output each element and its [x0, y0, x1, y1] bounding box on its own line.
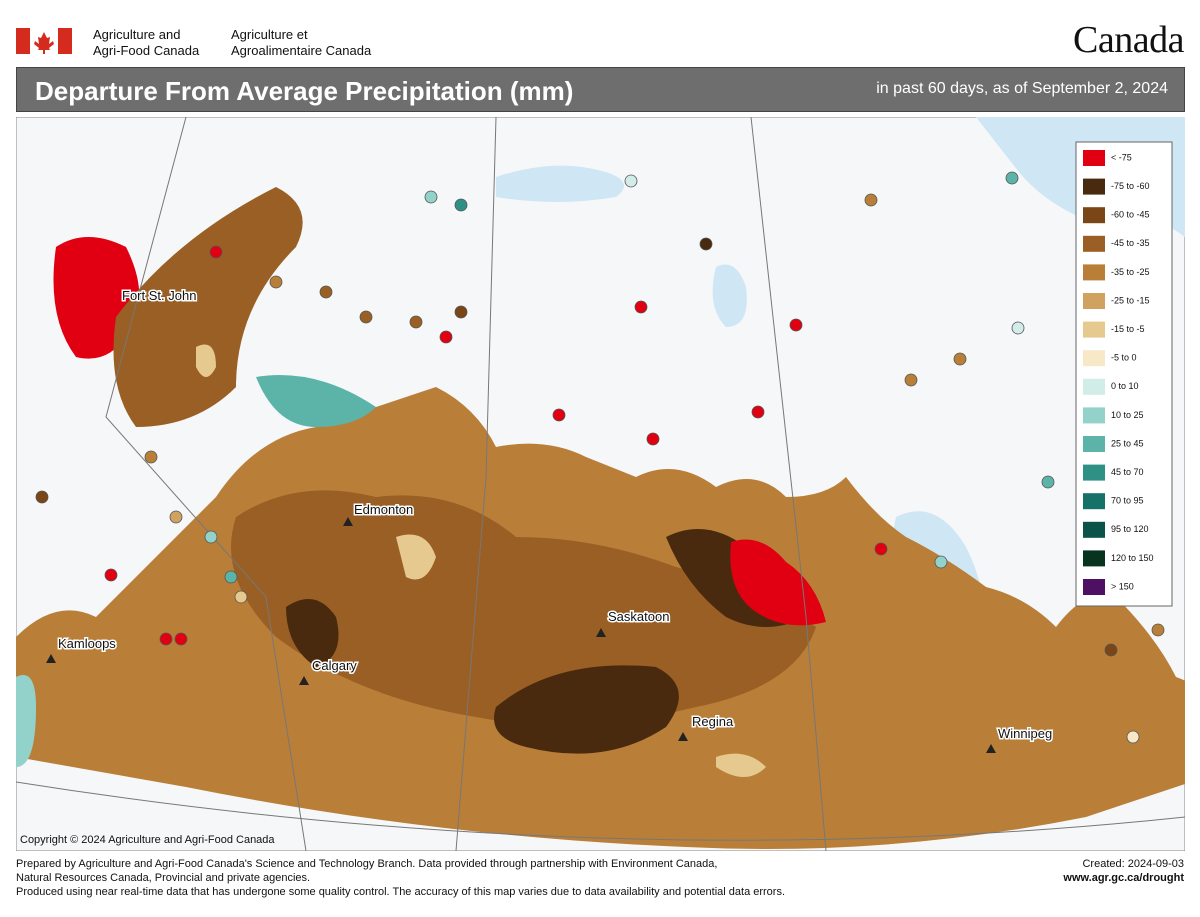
map-subtitle: in past 60 days, as of September 2, 2024: [876, 80, 1168, 97]
legend-swatch: [1083, 150, 1105, 166]
legend-label: -5 to 0: [1111, 353, 1137, 363]
department-fr-line: Agroalimentaire Canada: [231, 43, 372, 58]
footer-notes: Prepared by Agriculture and Agri-Food Ca…: [16, 857, 785, 899]
legend-label: 70 to 95: [1111, 496, 1144, 506]
us-border: [16, 781, 1185, 841]
copyright: Copyright © 2024 Agriculture and Agri-Fo…: [20, 834, 275, 846]
legend-swatch: [1083, 464, 1105, 481]
legend-swatch: [1083, 436, 1105, 452]
legend-label: < -75: [1111, 152, 1132, 162]
legend-label: -75 to -60: [1111, 181, 1150, 191]
city-markers: [46, 517, 996, 753]
department-en-line: Agri-Food Canada: [93, 43, 200, 58]
created-date: Created: 2024-09-03: [1082, 858, 1184, 870]
legend-label: -25 to -15: [1111, 295, 1150, 305]
map: Fort St. John Edmonton Saskatoon Kamloop…: [16, 117, 1185, 851]
legend-swatch: [1083, 550, 1105, 567]
legend-swatch: [1083, 178, 1105, 195]
precip-area: [16, 675, 36, 767]
legend-label: 25 to 45: [1111, 438, 1144, 448]
legend-label: 10 to 25: [1111, 410, 1144, 420]
province-border: [105, 117, 827, 851]
footer-line: Prepared by Agriculture and Agri-Food Ca…: [16, 858, 718, 870]
department-en-line: Agriculture and: [93, 27, 181, 42]
legend-swatch: [1083, 407, 1105, 424]
legend-label: -35 to -25: [1111, 267, 1150, 277]
footer-line: Natural Resources Canada, Provincial and…: [16, 872, 311, 884]
city-label: Fort St. John: [122, 288, 196, 303]
legend-swatch: [1083, 493, 1105, 510]
precip-area: [494, 665, 679, 754]
precip-area: [231, 490, 816, 725]
map-title: Departure From Average Precipitation (mm…: [35, 76, 574, 106]
legend-swatch: [1083, 207, 1105, 224]
city-label: Saskatoon: [608, 609, 669, 624]
title-bar: Departure From Average Precipitation (mm…: [16, 67, 1185, 112]
legend-swatch: [1083, 378, 1105, 395]
lake: [712, 264, 747, 327]
legend-swatch: [1083, 264, 1105, 281]
precip-area: [256, 375, 376, 427]
precip-area: [113, 187, 303, 427]
city-label: Winnipeg: [998, 726, 1052, 741]
legend-label: 95 to 120: [1111, 524, 1149, 534]
department-fr-line: Agriculture et: [231, 27, 308, 42]
legend-label: 120 to 150: [1111, 553, 1154, 563]
legend-label: > 150: [1111, 581, 1134, 591]
legend-swatch: [1083, 521, 1105, 538]
legend-label: -15 to -5: [1111, 324, 1145, 334]
source-url: www.agr.gc.ca/drought: [1063, 872, 1184, 884]
city-label: Regina: [692, 714, 734, 729]
canada-wordmark: Canada: [1073, 19, 1184, 61]
precip-area: [730, 539, 826, 626]
legend-label: -45 to -35: [1111, 238, 1150, 248]
department-en: Agriculture and Agri-Food Canada: [93, 27, 199, 59]
lake: [496, 165, 624, 202]
legend-swatch: [1083, 350, 1105, 367]
legend-label: 45 to 70: [1111, 467, 1144, 477]
city-label: Edmonton: [354, 502, 413, 517]
legend-label: 0 to 10: [1111, 381, 1139, 391]
legend-swatch: [1083, 579, 1105, 595]
legend-swatch: [1083, 293, 1105, 309]
legend-swatch: [1083, 321, 1105, 338]
stations: [35, 171, 1165, 744]
legend: < -75 -75 to -60 -60 to -45 -45 to -35 -35 t…: [1075, 141, 1173, 607]
legend-label: -60 to -45: [1111, 210, 1150, 220]
precip-area: [286, 599, 339, 667]
legend-swatch: [1083, 235, 1105, 252]
department-fr: Agriculture et Agroalimentaire Canada: [231, 27, 371, 59]
city-label: Kamloops: [58, 636, 116, 651]
footer-meta: Created: 2024-09-03 www.agr.gc.ca/drough…: [1063, 857, 1184, 885]
canada-flag: [16, 28, 72, 54]
footer-line: Produced using near real-time data that …: [16, 886, 786, 898]
city-label: Calgary: [312, 658, 357, 673]
